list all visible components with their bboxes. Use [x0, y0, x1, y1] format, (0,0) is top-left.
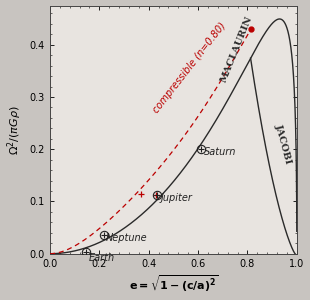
Text: compressible (n=0.80): compressible (n=0.80)	[151, 21, 228, 115]
Text: Neptune: Neptune	[106, 233, 148, 243]
Text: Saturn: Saturn	[203, 147, 236, 158]
Y-axis label: $\Omega^2/(\pi G\rho)$: $\Omega^2/(\pi G\rho)$	[6, 105, 24, 154]
Text: Earth: Earth	[89, 253, 115, 263]
Text: JACOBI: JACOBI	[273, 123, 293, 165]
X-axis label: $\mathbf{e=\sqrt{1-(c/a)^2}}$: $\mathbf{e=\sqrt{1-(c/a)^2}}$	[129, 274, 218, 294]
Text: Jupiter: Jupiter	[160, 193, 192, 203]
Text: MACLAURIN: MACLAURIN	[219, 15, 254, 84]
